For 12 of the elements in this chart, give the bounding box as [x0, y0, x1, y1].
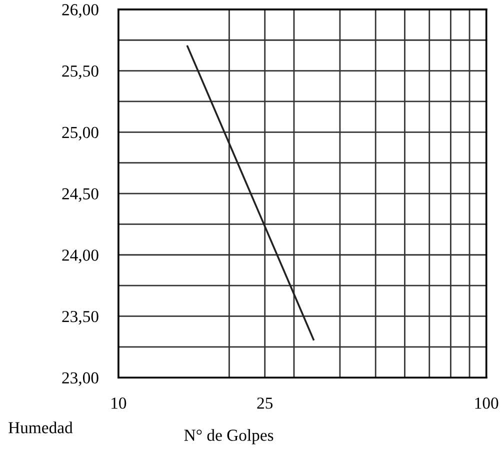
x-tick-label: 25 — [257, 398, 273, 409]
y-tick-label: 25,50 — [62, 66, 98, 80]
x-tick-label: 10 — [112, 398, 126, 409]
y-tick-label: 24,50 — [62, 188, 98, 202]
y-tick-label: 23,00 — [62, 372, 98, 386]
y-tick-label: 26,00 — [62, 4, 98, 18]
y-tick-label: 25,00 — [62, 126, 98, 141]
x-tick-label: 100 — [475, 398, 498, 409]
x-axis-title: N° de Golpes — [184, 429, 274, 444]
y-axis-title: Humedad — [8, 422, 73, 434]
y-tick-label: 24,00 — [62, 250, 98, 264]
y-tick-label: 23,50 — [62, 310, 98, 325]
